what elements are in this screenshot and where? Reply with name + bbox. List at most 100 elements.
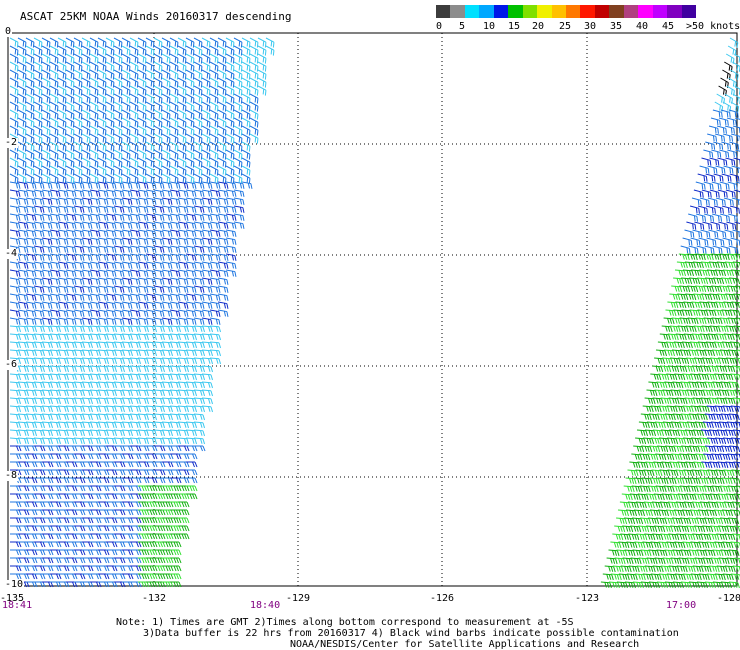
wind-barb <box>49 141 59 152</box>
wind-barb <box>201 213 213 221</box>
wind-barb <box>129 85 139 96</box>
wind-barb <box>9 149 19 160</box>
legend-swatch <box>464 5 480 18</box>
wind-barb <box>161 37 171 48</box>
wind-barb <box>97 69 107 80</box>
wind-barb <box>233 157 243 168</box>
wind-barb <box>73 53 83 64</box>
wind-barb <box>17 173 27 184</box>
wind-barb <box>201 125 211 136</box>
wind-barb <box>81 197 93 205</box>
wind-barb <box>193 181 205 189</box>
wind-barb <box>193 45 203 56</box>
wind-barb <box>105 189 117 197</box>
wind-barb <box>153 205 165 213</box>
wind-barb <box>233 53 243 64</box>
wind-barb <box>137 45 147 56</box>
wind-barb <box>57 69 67 80</box>
wind-barb <box>185 245 197 253</box>
wind-barb <box>137 197 149 205</box>
wind-barb <box>145 237 157 245</box>
wind-barb <box>129 101 139 112</box>
wind-barb <box>201 77 211 88</box>
wind-barb <box>81 133 91 144</box>
wind-barb <box>73 245 85 253</box>
wind-barb <box>105 245 117 253</box>
wind-barb <box>225 117 235 128</box>
wind-barb <box>153 141 163 152</box>
wind-barb <box>89 237 101 245</box>
wind-barb <box>81 237 93 245</box>
legend-swatch <box>667 5 683 18</box>
wind-barb <box>65 189 77 197</box>
wind-barb <box>193 117 203 128</box>
wind-barb <box>113 109 123 120</box>
wind-barb <box>201 229 213 237</box>
wind-barb <box>49 229 61 237</box>
legend-swatch <box>681 5 697 18</box>
wind-barb <box>81 165 91 176</box>
wind-barb <box>25 117 35 128</box>
wind-barb <box>33 45 43 56</box>
wind-barb <box>41 229 53 237</box>
wind-barb <box>17 149 27 160</box>
wind-barb <box>731 197 740 206</box>
wind-barb <box>89 245 101 253</box>
wind-barb <box>137 53 147 64</box>
wind-barb <box>89 45 99 56</box>
wind-barb <box>9 381 22 389</box>
wind-barb <box>17 237 29 245</box>
wind-barb <box>161 221 173 229</box>
wind-barb <box>73 221 85 229</box>
wind-barb <box>217 77 227 88</box>
wind-barb <box>49 237 61 245</box>
wind-barb <box>201 221 213 229</box>
map-title: ASCAT 25KM NOAA Winds 20160317 descendin… <box>20 10 292 23</box>
wind-barb <box>225 133 235 144</box>
wind-barb <box>631 453 643 461</box>
wind-barb <box>225 213 237 221</box>
wind-barb <box>65 37 75 48</box>
wind-barb <box>121 85 131 96</box>
wind-barb <box>249 125 259 136</box>
wind-barb <box>169 117 179 128</box>
wind-barb <box>73 37 83 48</box>
wind-barb <box>97 157 107 168</box>
wind-barb <box>57 245 69 253</box>
wind-barb <box>617 509 630 517</box>
wind-barb <box>57 229 69 237</box>
wind-barb <box>193 157 203 168</box>
wind-barb <box>241 61 251 72</box>
wind-barb <box>185 61 195 72</box>
wind-barb <box>193 229 205 237</box>
wind-barb <box>145 133 155 144</box>
wind-barb <box>201 173 211 184</box>
wind-barb <box>635 437 647 445</box>
wind-barb <box>65 45 75 56</box>
wind-barb <box>57 173 67 184</box>
wind-barb <box>265 45 275 56</box>
wind-barb <box>217 141 227 152</box>
wind-barb <box>169 53 179 64</box>
wind-barb <box>233 165 243 176</box>
wind-barb <box>193 61 203 72</box>
wind-barb <box>49 117 59 128</box>
wind-barb <box>177 213 189 221</box>
wind-barb <box>57 181 69 189</box>
wind-barb <box>65 93 75 104</box>
wind-barb <box>153 77 163 88</box>
wind-barb <box>225 61 235 72</box>
wind-barb <box>233 189 245 197</box>
wind-barb <box>17 181 29 189</box>
wind-barb <box>49 61 59 72</box>
wind-barb <box>161 45 171 56</box>
wind-barb <box>161 125 171 136</box>
wind-barb <box>201 157 211 168</box>
wind-barb <box>169 125 179 136</box>
wind-barb <box>257 37 267 48</box>
lon-label: -132 <box>141 593 167 604</box>
wind-barb <box>185 149 195 160</box>
wind-barb <box>177 109 187 120</box>
wind-barb <box>137 165 147 176</box>
wind-barb <box>97 117 107 128</box>
